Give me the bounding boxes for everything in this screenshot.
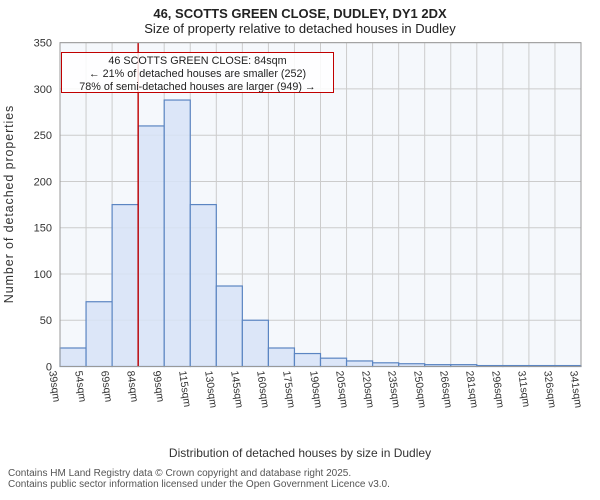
svg-text:150: 150 xyxy=(34,223,52,235)
svg-text:50: 50 xyxy=(40,315,52,327)
svg-text:350: 350 xyxy=(34,38,52,50)
svg-text:100: 100 xyxy=(34,269,52,281)
svg-text:300: 300 xyxy=(34,84,52,96)
svg-text:200: 200 xyxy=(34,176,52,188)
svg-text:250: 250 xyxy=(34,130,52,142)
